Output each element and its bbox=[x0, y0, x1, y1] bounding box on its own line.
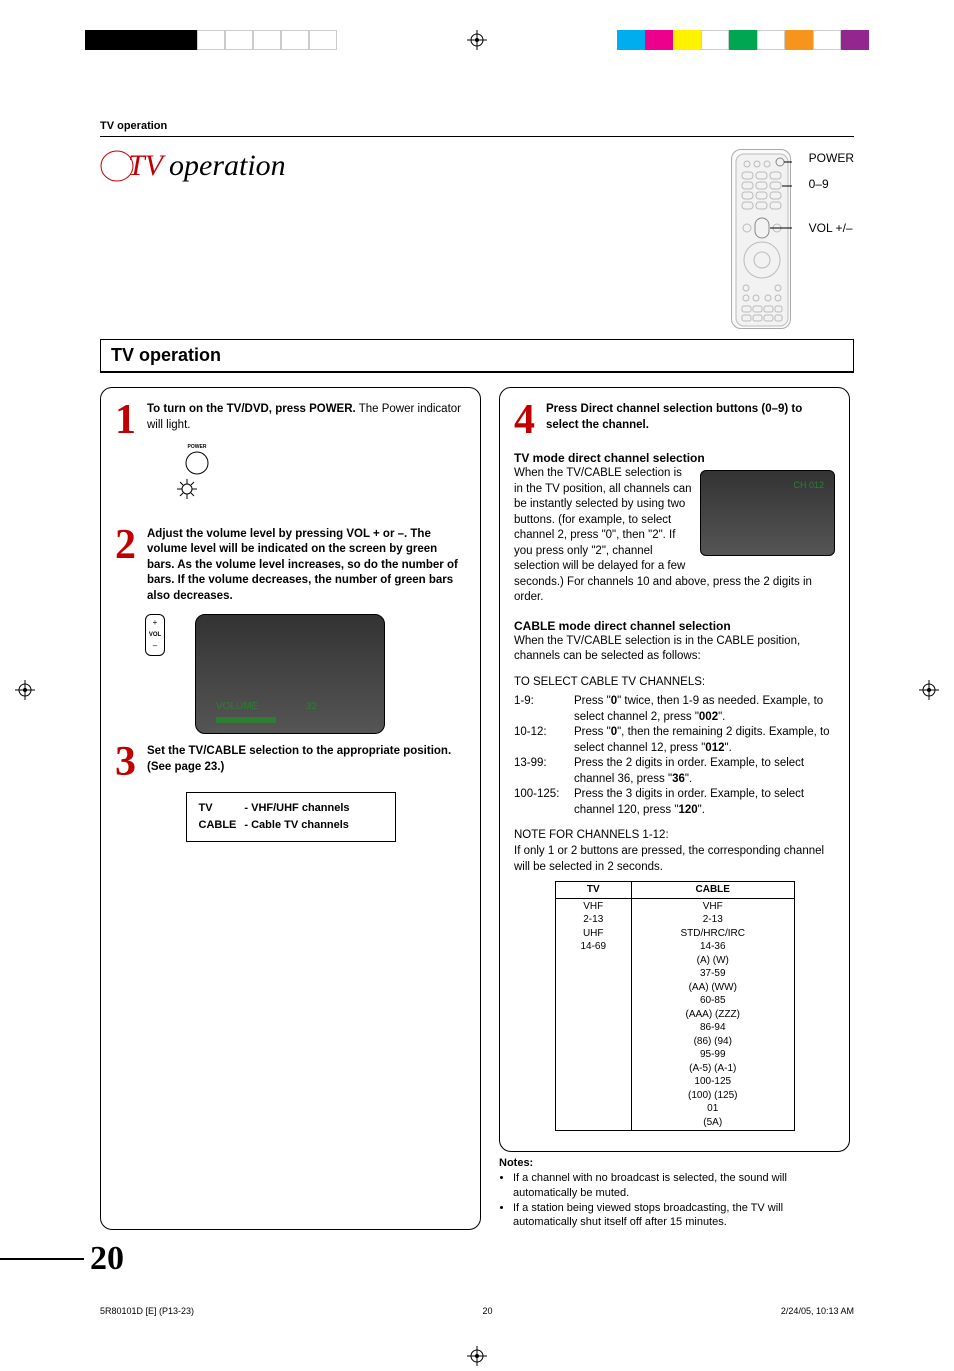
step-bold: Set the TV/CABLE selection to the approp… bbox=[147, 745, 451, 773]
note-item: If a channel with no broadcast is select… bbox=[513, 1171, 850, 1201]
step-number: 3 bbox=[115, 744, 141, 782]
step-bold: Adjust the volume level by pressing VOL … bbox=[147, 528, 458, 602]
vol-label: VOL bbox=[149, 631, 161, 639]
page-body: TV operation TV operation bbox=[0, 80, 954, 1298]
section-heading: TV operation bbox=[100, 339, 854, 373]
right-column-box: 4 Press Direct channel selection buttons… bbox=[499, 387, 850, 1152]
left-column: 1 To turn on the TV/DVD, press POWER. Th… bbox=[100, 387, 481, 1230]
list-item: 10-12:Press "0", then the remaining 2 di… bbox=[514, 725, 835, 756]
step-2: 2 Adjust the volume level by pressing VO… bbox=[115, 527, 466, 605]
note-item: If a station being viewed stops broadcas… bbox=[513, 1201, 850, 1231]
footer-left: 5R80101D [E] (P13-23) bbox=[100, 1306, 194, 1316]
power-icon: POWER bbox=[177, 441, 466, 509]
th-tv: TV bbox=[555, 882, 631, 899]
frequency-table: TVCABLE VHF 2-13 UHF 14-69 VHF 2-13 STD/… bbox=[555, 881, 795, 1131]
svg-text:POWER: POWER bbox=[188, 444, 207, 450]
volume-illustration: + VOL – VOLUME 32 bbox=[145, 614, 466, 734]
tv-cell: VHF 2-13 UHF 14-69 bbox=[555, 898, 631, 1131]
label-digits: 0–9 bbox=[809, 177, 854, 191]
tvcable-tv-val: - VHF/UHF channels bbox=[244, 801, 349, 816]
th-cable: CABLE bbox=[631, 882, 794, 899]
page-title: TV operation bbox=[100, 149, 286, 183]
step-number: 2 bbox=[115, 527, 141, 605]
label-vol: VOL +/– bbox=[809, 221, 854, 235]
step-4: 4 Press Direct channel selection buttons… bbox=[514, 402, 835, 440]
cable-channel-list: 1-9:Press "0" twice, then 1-9 as needed.… bbox=[514, 694, 835, 818]
cablemode-intro: When the TV/CABLE selection is in the CA… bbox=[514, 634, 835, 665]
osd-volume-bar bbox=[216, 717, 276, 723]
note-text: If only 1 or 2 buttons are pressed, the … bbox=[514, 844, 835, 875]
vol-plus: + bbox=[153, 618, 158, 629]
osd-volume-label: VOLUME bbox=[216, 700, 258, 714]
tvcable-tv-key: TV bbox=[199, 801, 243, 816]
step-bold: To turn on the TV/DVD, press POWER. bbox=[147, 403, 356, 415]
right-column: 4 Press Direct channel selection buttons… bbox=[495, 387, 854, 1230]
step-text: Press Direct channel selection buttons (… bbox=[546, 402, 835, 440]
step-3: 3 Set the TV/CABLE selection to the appr… bbox=[115, 744, 466, 782]
two-column-body: 1 To turn on the TV/DVD, press POWER. Th… bbox=[100, 387, 854, 1230]
list-item: 13-99:Press the 2 digits in order. Examp… bbox=[514, 756, 835, 787]
tvmode-heading: TV mode direct channel selection bbox=[514, 450, 835, 466]
title-op: operation bbox=[169, 149, 286, 183]
step-text: Set the TV/CABLE selection to the approp… bbox=[147, 744, 466, 782]
grayscale-swatches bbox=[85, 30, 337, 50]
cablemode-select-heading: TO SELECT CABLE TV CHANNELS: bbox=[514, 675, 835, 691]
title-row: TV operation bbox=[100, 149, 854, 329]
registration-mark-icon bbox=[467, 1346, 487, 1371]
title-tv: TV bbox=[128, 149, 163, 183]
cable-cell: VHF 2-13 STD/HRC/IRC 14-36 (A) (W) 37-59… bbox=[631, 898, 794, 1131]
list-item: 1-9:Press "0" twice, then 1-9 as needed.… bbox=[514, 694, 835, 725]
tvcable-cable-key: CABLE bbox=[199, 818, 243, 833]
footer-mid: 20 bbox=[482, 1306, 492, 1316]
note-heading: NOTE FOR CHANNELS 1-12: bbox=[514, 828, 835, 844]
osd-channel-icon: CH 012 bbox=[700, 470, 835, 556]
step-bold: Press Direct channel selection buttons (… bbox=[546, 403, 802, 431]
color-swatches bbox=[617, 30, 869, 50]
step-text: To turn on the TV/DVD, press POWER. The … bbox=[147, 402, 466, 517]
remote-diagram: POWER 0–9 VOL +/– bbox=[731, 149, 854, 329]
header-rule bbox=[100, 136, 854, 137]
footer-right: 2/24/05, 10:13 AM bbox=[781, 1306, 854, 1316]
step-1: 1 To turn on the TV/DVD, press POWER. Th… bbox=[115, 402, 466, 517]
osd-volume-value: 32 bbox=[306, 700, 317, 714]
remote-callouts: POWER 0–9 VOL +/– bbox=[809, 149, 854, 265]
osd-channel-label: CH 012 bbox=[793, 479, 824, 491]
tvcable-cable-val: - Cable TV channels bbox=[244, 818, 349, 833]
vol-minus: – bbox=[153, 641, 157, 652]
notes-block: Notes: If a channel with no broadcast is… bbox=[499, 1156, 850, 1230]
running-header: TV operation bbox=[100, 120, 854, 132]
cablemode-heading: CABLE mode direct channel selection bbox=[514, 618, 835, 634]
printer-marks-top bbox=[0, 30, 954, 80]
printer-marks-bottom bbox=[0, 1346, 954, 1370]
vol-button-icon: + VOL – bbox=[145, 614, 165, 656]
page-number: 20 bbox=[90, 1240, 854, 1278]
remote-icon bbox=[731, 149, 791, 329]
tvmode-body: CH 012 When the TV/CABLE selection is in… bbox=[514, 466, 835, 606]
osd-screen-icon: VOLUME 32 bbox=[195, 614, 385, 734]
notes-heading: Notes: bbox=[499, 1157, 533, 1169]
footer-slug: 5R80101D [E] (P13-23) 20 2/24/05, 10:13 … bbox=[0, 1298, 954, 1346]
step-number: 1 bbox=[115, 402, 141, 517]
step-number: 4 bbox=[514, 402, 540, 440]
label-power: POWER bbox=[809, 151, 854, 165]
list-item: 100-125:Press the 3 digits in order. Exa… bbox=[514, 787, 835, 818]
tv-cable-box: TV- VHF/UHF channels CABLE- Cable TV cha… bbox=[186, 792, 396, 842]
registration-mark-icon bbox=[467, 30, 487, 50]
step-text: Adjust the volume level by pressing VOL … bbox=[147, 527, 466, 605]
